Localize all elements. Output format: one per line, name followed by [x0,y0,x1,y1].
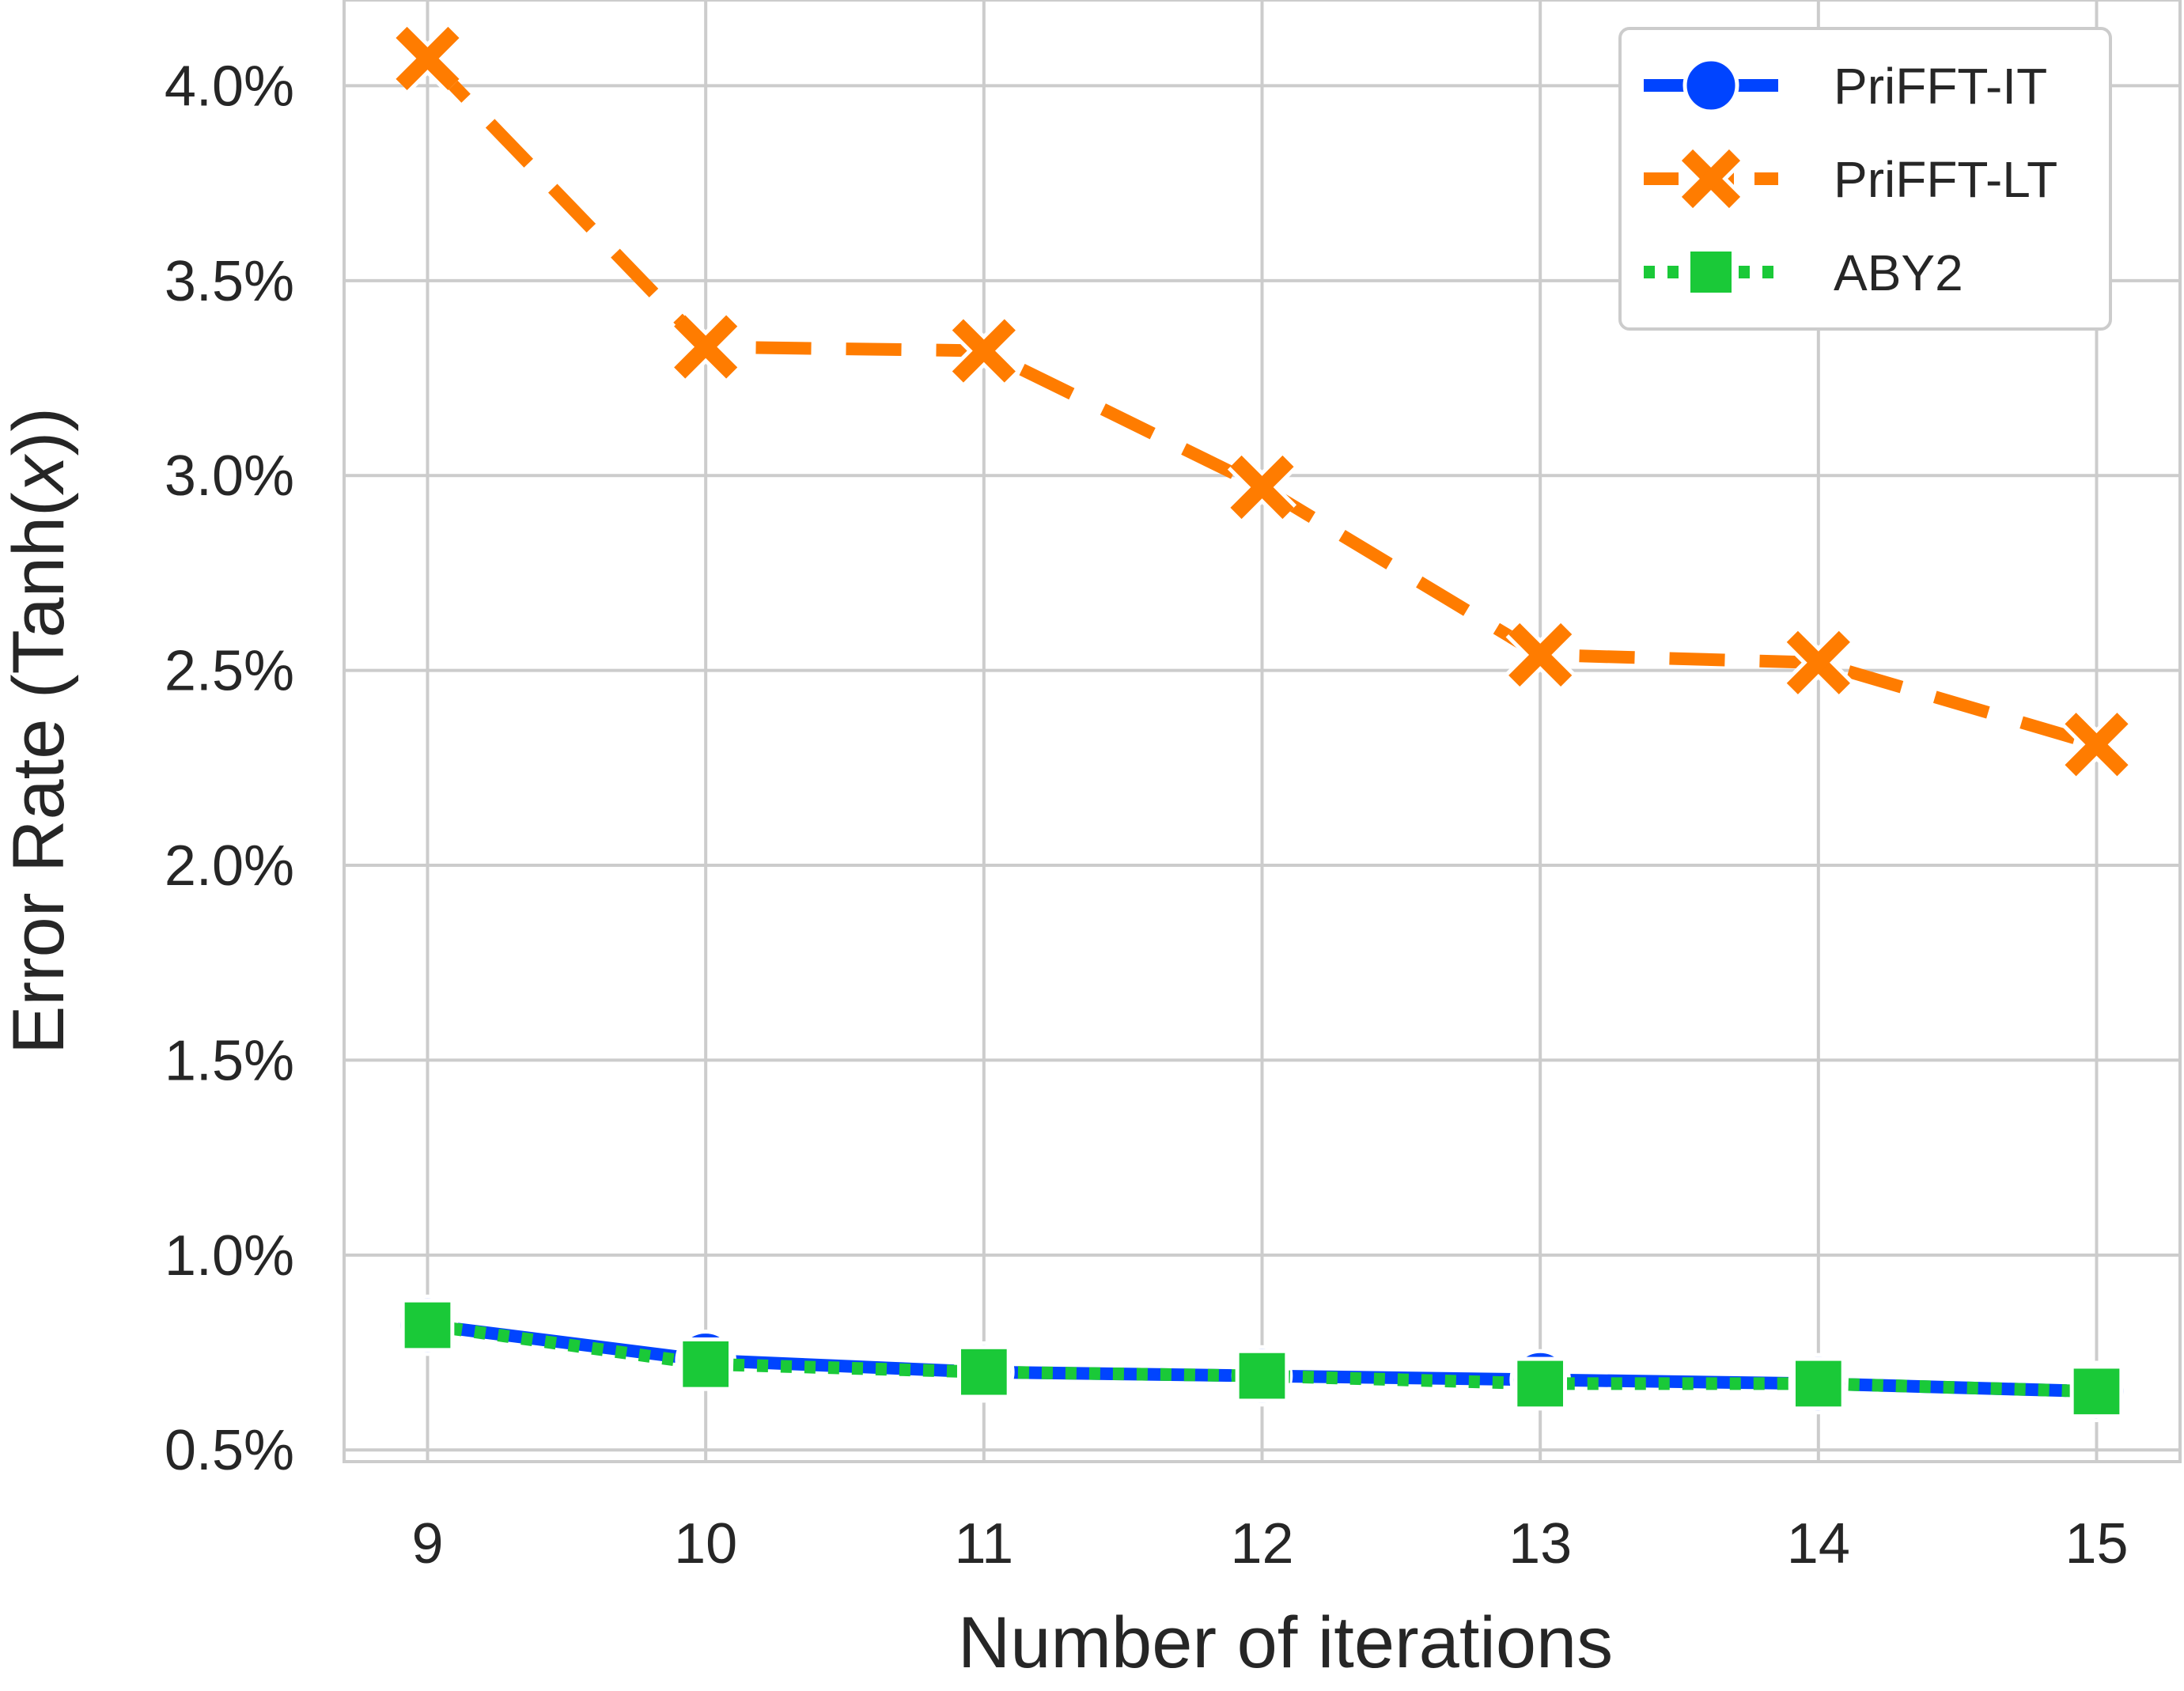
y-tick-label: 1.5% [165,1029,294,1092]
data-point-aby2 [1235,1349,1289,1403]
series-prifft-lt [392,24,2132,779]
data-point-aby2 [956,1345,1011,1399]
data-point-prifft-lt [1784,628,1853,698]
data-point-aby2 [679,1337,733,1391]
legend-label-prifft-it: PriFFT-IT [1834,58,2047,115]
x-tick-label: 10 [674,1512,737,1576]
data-point-prifft-lt-stroke [952,319,1016,383]
legend-item-aby2: ABY2 [1644,244,1963,301]
data-point-aby2 [1791,1356,1845,1411]
x-tick-label: 11 [954,1512,1013,1576]
data-point-prifft-lt [949,316,1019,386]
x-tick-label: 13 [1508,1512,1572,1576]
series-layer [392,24,2132,1423]
data-point-prifft-lt [392,24,463,93]
data-point-prifft-lt-stroke [674,315,738,379]
y-axis-title: Error Rate (Tanh(x)) [0,407,79,1054]
legend-item-prifft-it: PriFFT-IT [1644,57,2047,115]
legend-label-prifft-lt: PriFFT-LT [1834,151,2057,208]
y-axis-title-prefix: Error Rate (Tanh( [0,492,79,1054]
legend-marker-aby2 [1686,248,1735,297]
data-point-aby2 [400,1298,455,1352]
data-point-prifft-lt [1227,452,1297,522]
data-point-prifft-lt-stroke [396,26,460,90]
y-tick-label: 4.0% [165,55,294,118]
y-tick-label: 1.0% [165,1224,294,1288]
legend-marker-prifft-it [1682,57,1739,114]
tick-labels: 0.5% 1.0% 1.5% 2.0% 2.5% 3.0% 3.5% 4.0% 9 10 11 12 1… [165,55,2129,1576]
data-point-prifft-lt-stroke [2065,713,2129,777]
x-tick-label: 9 [411,1512,443,1576]
data-point-prifft-lt-stroke [1230,455,1294,520]
data-point-prifft-lt [1505,620,1575,690]
x-tick-label: 12 [1230,1512,1293,1576]
data-point-prifft-lt-stroke [1786,630,1850,694]
data-point-prifft-lt-stroke [1508,622,1573,687]
x-tick-label: 15 [2065,1512,2128,1576]
y-axis-title-variable: x [0,453,79,495]
x-tick-label: 14 [1787,1512,1850,1576]
legend: PriFFT-IT PriFFT-LT ABY2 [1618,27,2112,331]
legend-marker-prifft-lt [1679,146,1743,211]
data-point-aby2 [2069,1364,2124,1419]
legend-box [1618,27,2112,331]
y-tick-label: 0.5% [165,1419,294,1482]
legend-label-aby2: ABY2 [1834,244,1963,301]
legend-item-prifft-lt: PriFFT-LT [1644,146,2057,211]
data-point-prifft-lt [671,312,740,382]
x-axis-title: Number of iterations [958,1602,1613,1683]
data-point-prifft-lt [2061,709,2132,779]
y-tick-label: 3.0% [165,445,294,508]
y-tick-label: 3.5% [165,250,294,313]
y-tick-label: 2.0% [165,834,294,898]
series-aby2 [400,1298,2124,1419]
y-tick-label: 2.5% [165,640,294,703]
legend-marker-prifft-lt-stroke [1681,149,1741,209]
y-axis-title-suffix: )) [0,407,79,456]
data-point-aby2 [1513,1356,1568,1411]
